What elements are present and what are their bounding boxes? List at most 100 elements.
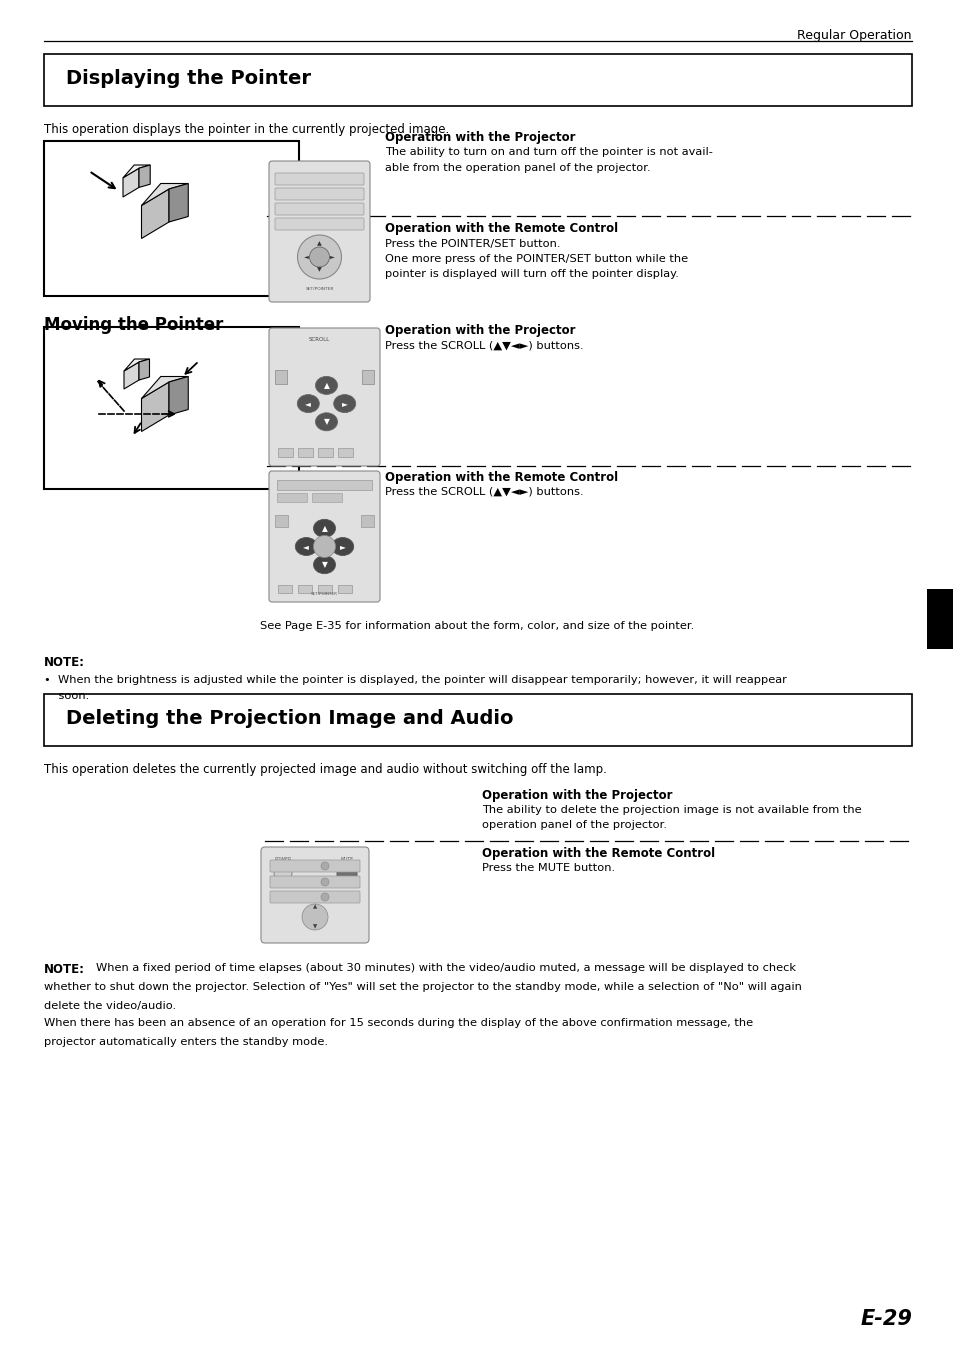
Text: projector automatically enters the standby mode.: projector automatically enters the stand… <box>44 1038 328 1047</box>
FancyBboxPatch shape <box>269 328 379 466</box>
Text: Operation with the Projector: Operation with the Projector <box>481 789 672 802</box>
Polygon shape <box>123 169 139 197</box>
Circle shape <box>320 878 329 886</box>
Polygon shape <box>169 377 188 415</box>
Bar <box>276 493 307 503</box>
Text: Deleting the Projection Image and Audio: Deleting the Projection Image and Audio <box>66 708 513 727</box>
Text: delete the video/audio.: delete the video/audio. <box>44 1001 176 1011</box>
Circle shape <box>302 904 328 929</box>
Bar <box>44 327 298 489</box>
Ellipse shape <box>332 538 354 555</box>
Circle shape <box>320 893 329 901</box>
Polygon shape <box>139 165 150 188</box>
FancyBboxPatch shape <box>270 892 359 902</box>
Ellipse shape <box>295 538 317 555</box>
Text: able from the operation panel of the projector.: able from the operation panel of the pro… <box>385 163 650 173</box>
Bar <box>274 515 288 527</box>
Text: ▼: ▼ <box>313 924 316 929</box>
Bar <box>44 54 911 105</box>
Text: This operation deletes the currently projected image and audio without switching: This operation deletes the currently pro… <box>44 763 606 775</box>
Text: ►: ► <box>341 399 347 408</box>
Text: See Page E-35 for information about the form, color, and size of the pointer.: See Page E-35 for information about the … <box>259 621 694 631</box>
Polygon shape <box>124 362 139 389</box>
Text: Moving the Pointer: Moving the Pointer <box>44 316 223 334</box>
Polygon shape <box>124 359 150 372</box>
Polygon shape <box>141 184 188 205</box>
Circle shape <box>309 247 329 267</box>
Text: Operation with the Remote Control: Operation with the Remote Control <box>385 222 618 235</box>
Circle shape <box>274 865 292 882</box>
Text: Regular Operation: Regular Operation <box>797 28 911 42</box>
Bar <box>297 585 312 593</box>
Text: SET/POINTER: SET/POINTER <box>311 592 337 596</box>
Bar <box>274 370 287 384</box>
Text: This operation displays the pointer in the currently projected image.: This operation displays the pointer in t… <box>44 123 449 136</box>
Text: ▼: ▼ <box>316 267 321 273</box>
FancyBboxPatch shape <box>274 173 364 185</box>
Text: One more press of the POINTER/SET button while the: One more press of the POINTER/SET button… <box>385 254 687 263</box>
Circle shape <box>297 235 341 280</box>
Text: When a fixed period of time elapses (about 30 minutes) with the video/audio mute: When a fixed period of time elapses (abo… <box>96 963 795 973</box>
Text: Press the POINTER/SET button.: Press the POINTER/SET button. <box>385 239 560 249</box>
Bar <box>277 585 292 593</box>
Bar <box>44 141 298 296</box>
Text: ▲: ▲ <box>321 524 327 532</box>
Text: POWER: POWER <box>274 857 292 862</box>
Bar <box>337 449 353 457</box>
Text: ▲: ▲ <box>323 381 329 390</box>
Text: Operation with the Remote Control: Operation with the Remote Control <box>385 471 618 484</box>
Bar <box>317 449 333 457</box>
Text: NOTE:: NOTE: <box>44 963 85 975</box>
Circle shape <box>314 535 335 558</box>
Polygon shape <box>123 165 150 178</box>
Text: soon.: soon. <box>44 690 90 701</box>
Text: The ability to delete the projection image is not available from the: The ability to delete the projection ima… <box>481 805 861 815</box>
Polygon shape <box>141 189 169 239</box>
FancyBboxPatch shape <box>274 188 364 200</box>
Ellipse shape <box>297 394 319 412</box>
FancyBboxPatch shape <box>269 471 379 603</box>
Text: Press the SCROLL (▲▼◄►) buttons.: Press the SCROLL (▲▼◄►) buttons. <box>385 340 583 350</box>
Text: SCROLL: SCROLL <box>309 336 330 342</box>
FancyBboxPatch shape <box>336 862 356 880</box>
Text: ►: ► <box>330 254 335 259</box>
Text: MUTE: MUTE <box>340 857 354 862</box>
Bar <box>317 585 332 593</box>
Ellipse shape <box>315 413 337 431</box>
Text: E-29: E-29 <box>860 1309 911 1329</box>
Text: The ability to turn on and turn off the pointer is not avail-: The ability to turn on and turn off the … <box>385 147 712 157</box>
Text: pointer is displayed will turn off the pointer display.: pointer is displayed will turn off the p… <box>385 269 679 280</box>
Bar <box>337 585 352 593</box>
Text: ►: ► <box>339 542 345 551</box>
Bar <box>276 480 372 490</box>
Text: ◄: ◄ <box>304 254 309 259</box>
Text: operation panel of the projector.: operation panel of the projector. <box>481 820 666 830</box>
Text: ◄: ◄ <box>303 542 309 551</box>
Text: Operation with the Projector: Operation with the Projector <box>385 324 575 336</box>
Text: When there has been an absence of an operation for 15 seconds during the display: When there has been an absence of an ope… <box>44 1019 752 1028</box>
FancyBboxPatch shape <box>270 875 359 888</box>
Polygon shape <box>141 382 169 431</box>
Bar <box>44 694 911 746</box>
Text: ▼: ▼ <box>321 561 327 569</box>
FancyBboxPatch shape <box>270 861 359 871</box>
FancyBboxPatch shape <box>274 203 364 215</box>
Text: Press the SCROLL (▲▼◄►) buttons.: Press the SCROLL (▲▼◄►) buttons. <box>385 486 583 497</box>
Text: Operation with the Remote Control: Operation with the Remote Control <box>481 847 715 861</box>
Bar <box>312 493 341 503</box>
FancyBboxPatch shape <box>261 847 369 943</box>
Polygon shape <box>139 359 150 380</box>
Text: Operation with the Projector: Operation with the Projector <box>385 131 575 145</box>
Ellipse shape <box>334 394 355 412</box>
Text: Press the MUTE button.: Press the MUTE button. <box>481 863 615 873</box>
Text: whether to shut down the projector. Selection of "Yes" will set the projector to: whether to shut down the projector. Sele… <box>44 982 801 992</box>
Ellipse shape <box>315 377 337 394</box>
Ellipse shape <box>314 555 335 574</box>
Text: Displaying the Pointer: Displaying the Pointer <box>66 69 311 88</box>
Text: ▼: ▼ <box>323 417 329 427</box>
Bar <box>361 370 374 384</box>
Text: ▲: ▲ <box>313 905 316 909</box>
Text: •  When the brightness is adjusted while the pointer is displayed, the pointer w: • When the brightness is adjusted while … <box>44 676 786 685</box>
Bar <box>926 589 953 648</box>
Polygon shape <box>169 184 188 222</box>
